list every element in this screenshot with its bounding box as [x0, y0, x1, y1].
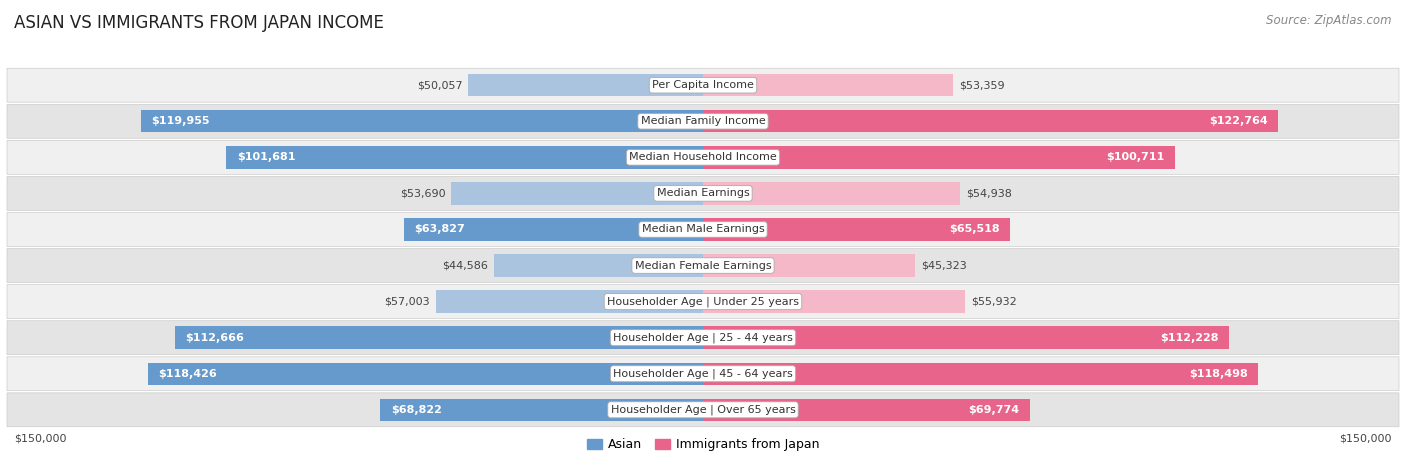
Text: Median Household Income: Median Household Income: [628, 152, 778, 163]
Text: $44,586: $44,586: [443, 261, 488, 270]
FancyBboxPatch shape: [7, 393, 1399, 427]
Text: Median Family Income: Median Family Income: [641, 116, 765, 126]
Bar: [451, 182, 703, 205]
Bar: [494, 255, 703, 277]
Text: $54,938: $54,938: [966, 188, 1012, 198]
Text: $118,426: $118,426: [159, 369, 218, 379]
Text: $55,932: $55,932: [970, 297, 1017, 307]
Bar: [703, 399, 1031, 421]
Text: $100,711: $100,711: [1107, 152, 1164, 163]
FancyBboxPatch shape: [7, 248, 1399, 283]
Text: $68,822: $68,822: [391, 405, 441, 415]
FancyBboxPatch shape: [7, 141, 1399, 174]
Bar: [404, 218, 703, 241]
Text: $45,323: $45,323: [921, 261, 967, 270]
Text: Median Male Earnings: Median Male Earnings: [641, 225, 765, 234]
Text: $122,764: $122,764: [1209, 116, 1268, 126]
Bar: [703, 255, 915, 277]
Text: $150,000: $150,000: [1340, 434, 1392, 444]
FancyBboxPatch shape: [7, 177, 1399, 210]
FancyBboxPatch shape: [7, 285, 1399, 318]
Text: ASIAN VS IMMIGRANTS FROM JAPAN INCOME: ASIAN VS IMMIGRANTS FROM JAPAN INCOME: [14, 14, 384, 32]
Bar: [226, 146, 703, 169]
Text: $63,827: $63,827: [415, 225, 465, 234]
Bar: [148, 362, 703, 385]
Text: $53,359: $53,359: [959, 80, 1004, 90]
Bar: [141, 110, 703, 133]
Text: Median Earnings: Median Earnings: [657, 188, 749, 198]
Text: $101,681: $101,681: [238, 152, 295, 163]
Text: Source: ZipAtlas.com: Source: ZipAtlas.com: [1267, 14, 1392, 27]
Text: Median Female Earnings: Median Female Earnings: [634, 261, 772, 270]
Text: Householder Age | Over 65 years: Householder Age | Over 65 years: [610, 404, 796, 415]
Bar: [703, 290, 965, 313]
Legend: Asian, Immigrants from Japan: Asian, Immigrants from Japan: [582, 433, 824, 456]
Text: $119,955: $119,955: [152, 116, 209, 126]
Text: Per Capita Income: Per Capita Income: [652, 80, 754, 90]
Bar: [436, 290, 703, 313]
Text: Householder Age | Under 25 years: Householder Age | Under 25 years: [607, 297, 799, 307]
Text: $50,057: $50,057: [418, 80, 463, 90]
Text: $118,498: $118,498: [1189, 369, 1247, 379]
Text: Householder Age | 25 - 44 years: Householder Age | 25 - 44 years: [613, 333, 793, 343]
FancyBboxPatch shape: [7, 321, 1399, 354]
Text: $57,003: $57,003: [385, 297, 430, 307]
Bar: [703, 110, 1278, 133]
FancyBboxPatch shape: [7, 68, 1399, 102]
Bar: [174, 326, 703, 349]
Text: $53,690: $53,690: [401, 188, 446, 198]
Bar: [703, 146, 1175, 169]
Bar: [703, 182, 960, 205]
Text: $150,000: $150,000: [14, 434, 66, 444]
FancyBboxPatch shape: [7, 212, 1399, 247]
Bar: [703, 326, 1229, 349]
Text: $112,228: $112,228: [1160, 333, 1219, 343]
Bar: [703, 218, 1010, 241]
Bar: [703, 74, 953, 96]
Bar: [703, 362, 1258, 385]
Bar: [381, 399, 703, 421]
FancyBboxPatch shape: [7, 104, 1399, 138]
Text: Householder Age | 45 - 64 years: Householder Age | 45 - 64 years: [613, 368, 793, 379]
Text: $69,774: $69,774: [969, 405, 1019, 415]
Text: $112,666: $112,666: [186, 333, 245, 343]
Text: $65,518: $65,518: [949, 225, 1000, 234]
Bar: [468, 74, 703, 96]
FancyBboxPatch shape: [7, 357, 1399, 391]
